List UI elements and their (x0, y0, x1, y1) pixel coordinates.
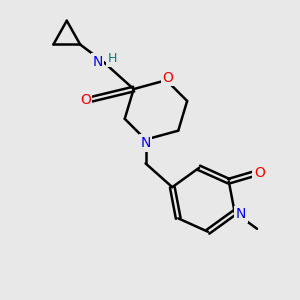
Text: O: O (80, 93, 91, 107)
Text: O: O (254, 166, 265, 180)
Text: N: N (140, 136, 151, 150)
Text: N: N (92, 55, 103, 69)
Text: H: H (108, 52, 117, 65)
Text: O: O (162, 71, 173, 85)
Text: N: N (236, 207, 246, 221)
